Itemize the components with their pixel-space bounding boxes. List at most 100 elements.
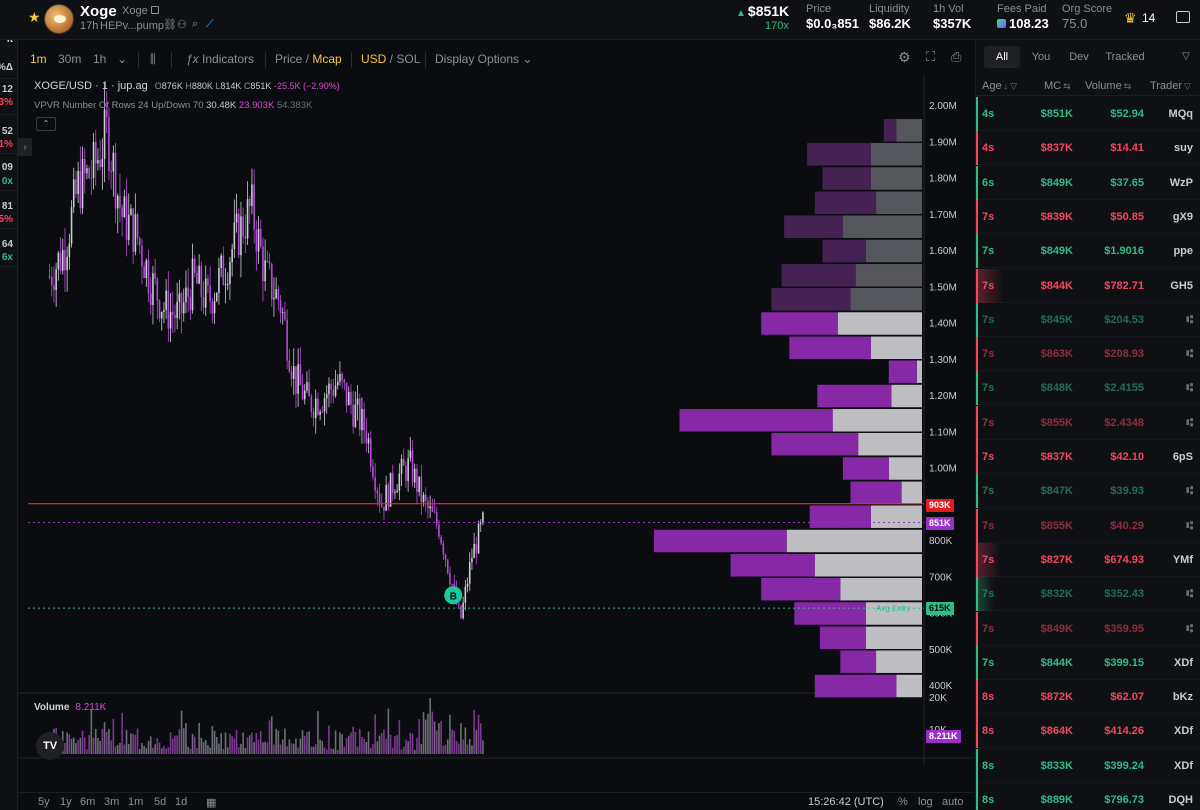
trade-row[interactable]: 8s $833K $399.24 XDf [976, 748, 1200, 783]
trade-row[interactable]: 7s $848K $2.4155 ⑆ [976, 371, 1200, 406]
trade-row[interactable]: 7s $855K $40.29 ⑆ [976, 508, 1200, 543]
trade-row[interactable]: 7s $839K $50.85 gX9 [976, 199, 1200, 234]
tradingview-logo-icon[interactable]: TV [36, 732, 64, 760]
trade-trader[interactable]: 6pS [1172, 451, 1193, 463]
trade-row[interactable]: 8s $864K $414.26 XDf [976, 714, 1200, 749]
column-trader[interactable]: Trader ▽ [1150, 80, 1191, 92]
calendar-icon[interactable]: ▦ [206, 797, 217, 809]
trade-row[interactable]: 7s $832K $352.43 ⑆ [976, 577, 1200, 612]
trade-row[interactable]: 7s $847K $39.93 ⑆ [976, 474, 1200, 509]
trade-trader[interactable]: GH5 [1170, 279, 1193, 292]
trade-row[interactable]: 7s $849K $1.9016 ppe [976, 234, 1200, 269]
interval-1m[interactable]: 1m [30, 52, 47, 66]
filter-icon[interactable]: ▽ [1182, 51, 1190, 62]
trade-row[interactable]: 8s $889K $796.73 DQH [976, 783, 1200, 810]
tab-tracked[interactable]: Tracked [1105, 51, 1145, 63]
trade-row[interactable]: 7s $844K $399.15 XDf [976, 645, 1200, 680]
trade-row[interactable]: 7s $863K $208.93 ⑆ [976, 337, 1200, 372]
filter-icon[interactable]: ▽ [1010, 81, 1017, 91]
trade-trader[interactable]: gX9 [1172, 210, 1193, 223]
sort-icon: ↓ [1003, 81, 1009, 91]
range-5y[interactable]: 5y [38, 796, 50, 808]
trade-trader[interactable]: bKz [1172, 691, 1193, 704]
vpvr-bar-up [832, 409, 922, 432]
tab-dev[interactable]: Dev [1069, 51, 1089, 63]
range-3m[interactable]: 3m [104, 796, 120, 808]
range-5d[interactable]: 5d [154, 796, 167, 808]
fullscreen-icon[interactable]: ⛶ [926, 49, 936, 64]
trade-trader[interactable]: WzP [1169, 176, 1193, 189]
candlestick-type-icon[interactable]: ⫼ [150, 52, 156, 66]
panel-icon[interactable] [1176, 11, 1190, 23]
person-icon[interactable]: ⚇ [177, 19, 187, 31]
trade-row[interactable]: 8s $872K $62.07 bKz [976, 680, 1200, 715]
trade-trader[interactable]: ⑆ [1186, 348, 1193, 361]
column-mc[interactable]: MC ⇆ [1044, 80, 1071, 92]
tab-you[interactable]: You [1031, 51, 1051, 63]
trade-trader[interactable]: MQq [1168, 108, 1193, 120]
trade-trader[interactable]: XDf [1174, 656, 1193, 669]
trade-trader[interactable]: XDf [1174, 725, 1193, 738]
trade-row[interactable]: 6s $849K $37.65 WzP [976, 165, 1200, 200]
trade-trader[interactable]: XDf [1174, 759, 1193, 772]
trade-trader[interactable]: ⑆ [1186, 519, 1193, 532]
trade-row[interactable]: 4s $837K $14.41 suy [976, 131, 1200, 166]
settings-gear-icon[interactable]: ⚙ [898, 49, 911, 65]
range-1y[interactable]: 1y [60, 796, 72, 808]
trade-row[interactable]: 4s $851K $52.94 MQq [976, 97, 1200, 131]
trade-row[interactable]: 7s $844K $782.71 GH5 [976, 268, 1200, 303]
trade-row[interactable]: 7s $845K $204.53 ⑆ [976, 302, 1200, 337]
chart-canvas[interactable]: 2.00M 1.90M 1.80M 1.70M 1.60M 1.50M 1.40M 1.30M… [18, 76, 974, 766]
holders-count[interactable]: 14 [1142, 11, 1156, 25]
interval-1h[interactable]: 1h [93, 52, 107, 66]
camera-icon[interactable]: ⎙ [951, 49, 962, 64]
utc-clock[interactable]: 15:26:42 (UTC) [808, 796, 884, 808]
interval-dropdown-chevron-icon[interactable]: ⌄ [117, 52, 128, 66]
filter-icon[interactable]: ▽ [1184, 81, 1191, 91]
trade-trader[interactable]: ppe [1173, 245, 1193, 258]
trade-mc: $849K [1040, 245, 1073, 258]
trade-volume: $52.94 [1110, 108, 1144, 120]
y-axis-label: 1.80M [929, 174, 957, 185]
range-1m[interactable]: 1m [128, 796, 144, 808]
link-icon[interactable]: ⛓ [163, 19, 177, 31]
log-toggle[interactable]: log [918, 796, 933, 808]
trade-trader[interactable]: YMf [1172, 553, 1193, 566]
trade-row[interactable]: 7s $855K $2.4348 ⑆ [976, 405, 1200, 440]
range-1d[interactable]: 1d [175, 796, 188, 808]
mcap-label: Mcap [312, 52, 342, 66]
column-age[interactable]: Age ↓ ▽ [982, 80, 1017, 92]
auto-toggle[interactable]: auto [942, 796, 964, 808]
trade-row[interactable]: 7s $827K $674.93 YMf [976, 542, 1200, 577]
tab-all[interactable]: All [984, 46, 1020, 68]
range-6m[interactable]: 6m [80, 796, 96, 808]
trade-trader[interactable]: ⑆ [1186, 622, 1193, 635]
trade-trader[interactable]: ⑆ [1186, 382, 1193, 395]
trade-trader[interactable]: ⑆ [1186, 313, 1193, 326]
trade-trader[interactable]: ⑆ [1186, 416, 1193, 429]
column-volume[interactable]: Volume ⇆ [1085, 80, 1131, 92]
copy-icon[interactable] [151, 6, 159, 14]
leaf-icon[interactable]: ⟋ [206, 18, 214, 30]
volume-bar [169, 732, 172, 754]
interval-30m[interactable]: 30m [58, 52, 82, 66]
trade-trader[interactable]: ⑆ [1186, 485, 1193, 498]
usd-sol-toggle[interactable]: USD / SOL [361, 52, 421, 66]
star-icon[interactable]: ★ [28, 9, 41, 25]
trade-trader[interactable]: suy [1174, 142, 1193, 155]
percent-toggle[interactable]: % [898, 796, 908, 808]
volume-bar [235, 730, 238, 754]
price-mcap-toggle[interactable]: Price / Mcap [275, 52, 342, 66]
trade-trader[interactable]: ⑆ [1186, 588, 1193, 601]
price-chart[interactable]: 2.00M 1.90M 1.80M 1.70M 1.60M 1.50M 1.40M 1.30M… [18, 76, 974, 766]
trade-trader[interactable]: DQH [1168, 794, 1193, 806]
indicators-button[interactable]: ƒx Indicators [186, 52, 254, 66]
trade-row[interactable]: 7s $849K $359.95 ⑆ [976, 611, 1200, 646]
expand-arrow-icon[interactable]: › [18, 138, 32, 156]
search-icon[interactable]: ⌕ [192, 18, 199, 30]
trade-row[interactable]: 7s $837K $42.10 6pS [976, 440, 1200, 474]
collapse-legend-button[interactable]: ⌃ [36, 117, 56, 131]
display-options-button[interactable]: Display Options ⌄ [435, 52, 533, 66]
volume-bar [446, 739, 449, 754]
token-address[interactable]: HEPv...pump [100, 20, 164, 32]
